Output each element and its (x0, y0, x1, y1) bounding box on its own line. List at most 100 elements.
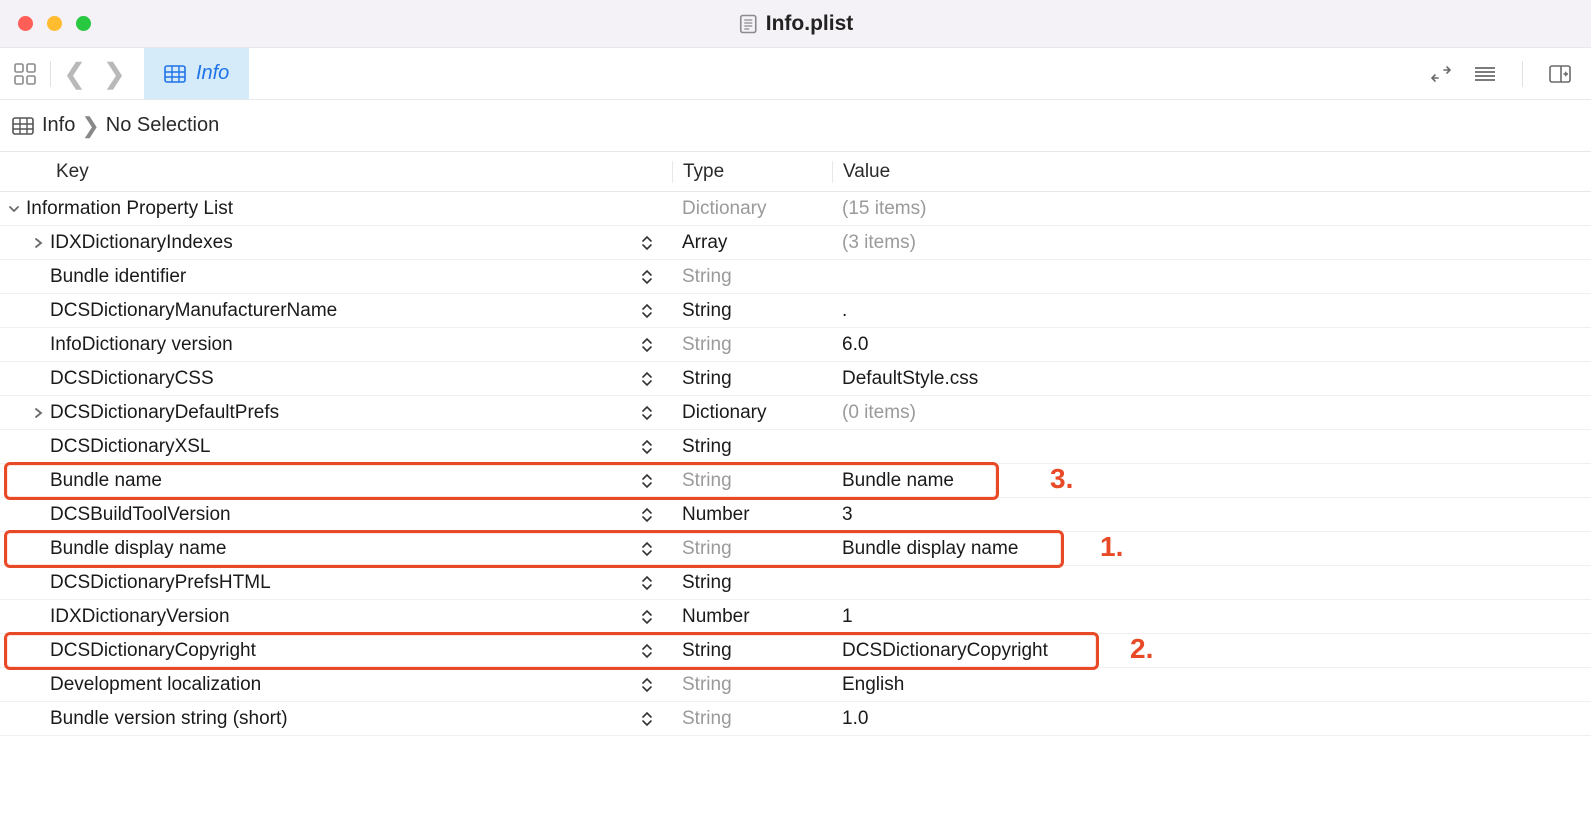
tab-info[interactable]: Info (144, 48, 249, 99)
cell-value[interactable]: (15 items) (832, 198, 1591, 220)
cell-key[interactable]: DCSDictionaryXSL (0, 436, 672, 458)
plist-row[interactable]: DCSDictionaryCSSStringDefaultStyle.css (0, 362, 1591, 396)
cell-key[interactable]: Bundle display name (0, 538, 672, 560)
plist-row[interactable]: DCSDictionaryCopyrightStringDCSDictionar… (0, 634, 1591, 668)
type-stepper-icon[interactable] (638, 674, 656, 696)
breadcrumb-item[interactable]: Info (42, 114, 75, 137)
plist-row[interactable]: Bundle nameStringBundle name (0, 464, 1591, 498)
disclosure-triangle-icon[interactable] (30, 237, 46, 249)
related-items-icon[interactable] (12, 61, 38, 87)
column-header-type[interactable]: Type (672, 161, 832, 183)
cell-type[interactable]: String (672, 300, 832, 322)
cell-type[interactable]: Number (672, 606, 832, 628)
tab-bar-left: ❮ ❯ Info (0, 48, 249, 99)
type-stepper-icon[interactable] (638, 300, 656, 322)
cell-type[interactable]: Number (672, 504, 832, 526)
cell-type[interactable]: String (672, 640, 832, 662)
cell-key[interactable]: DCSDictionaryDefaultPrefs (0, 402, 672, 424)
tab-bar: ❮ ❯ Info (0, 48, 1591, 100)
cell-key[interactable]: DCSDictionaryCopyright (0, 640, 672, 662)
plist-root-row[interactable]: Information Property List Dictionary (15… (0, 192, 1591, 226)
cell-key[interactable]: Development localization (0, 674, 672, 696)
close-button[interactable] (18, 16, 33, 31)
cell-value[interactable]: Bundle name (832, 470, 1591, 492)
disclosure-triangle-icon[interactable] (30, 407, 46, 419)
cell-value[interactable]: 1 (832, 606, 1591, 628)
cell-type[interactable]: Dictionary (672, 198, 832, 220)
type-stepper-icon[interactable] (638, 708, 656, 730)
cell-value[interactable]: (0 items) (832, 402, 1591, 424)
cell-value[interactable]: 3 (832, 504, 1591, 526)
plist-row[interactable]: IDXDictionaryIndexesArray(3 items) (0, 226, 1591, 260)
type-stepper-icon[interactable] (638, 334, 656, 356)
plist-row[interactable]: DCSDictionaryXSLString (0, 430, 1591, 464)
plist-row[interactable]: Bundle display nameStringBundle display … (0, 532, 1591, 566)
plist-row[interactable]: DCSBuildToolVersionNumber3 (0, 498, 1591, 532)
cell-key[interactable]: DCSBuildToolVersion (0, 504, 672, 526)
breadcrumb-item[interactable]: No Selection (106, 114, 219, 137)
type-stepper-icon[interactable] (638, 640, 656, 662)
type-stepper-icon[interactable] (638, 504, 656, 526)
plist-row[interactable]: DCSDictionaryManufacturerNameString. (0, 294, 1591, 328)
code-review-icon[interactable] (1428, 61, 1454, 87)
cell-key[interactable]: IDXDictionaryIndexes (0, 232, 672, 254)
cell-type[interactable]: String (672, 674, 832, 696)
cell-type[interactable]: String (672, 368, 832, 390)
type-stepper-icon[interactable] (638, 436, 656, 458)
cell-key[interactable]: Bundle version string (short) (0, 708, 672, 730)
type-stepper-icon[interactable] (638, 232, 656, 254)
cell-value[interactable]: 6.0 (832, 334, 1591, 356)
plist-row[interactable]: Bundle identifierString (0, 260, 1591, 294)
cell-value[interactable]: 1.0 (832, 708, 1591, 730)
cell-key[interactable]: Information Property List (0, 198, 672, 220)
adjust-lines-icon[interactable] (1472, 61, 1498, 87)
cell-key[interactable]: DCSDictionaryManufacturerName (0, 300, 672, 322)
cell-value[interactable]: Bundle display name (832, 538, 1591, 560)
cell-type[interactable]: String (672, 266, 832, 288)
plist-row[interactable]: IDXDictionaryVersionNumber1 (0, 600, 1591, 634)
cell-key[interactable]: Bundle identifier (0, 266, 672, 288)
type-stepper-icon[interactable] (638, 368, 656, 390)
cell-value[interactable]: DCSDictionaryCopyright (832, 640, 1591, 662)
forward-button[interactable]: ❯ (96, 60, 131, 88)
back-button[interactable]: ❮ (57, 60, 92, 88)
cell-key[interactable]: Bundle name (0, 470, 672, 492)
cell-type[interactable]: String (672, 334, 832, 356)
plist-row[interactable]: DCSDictionaryDefaultPrefsDictionary(0 it… (0, 396, 1591, 430)
plist-row[interactable]: InfoDictionary versionString6.0 (0, 328, 1591, 362)
add-editor-icon[interactable] (1547, 61, 1573, 87)
disclosure-triangle-icon[interactable] (6, 203, 22, 215)
cell-key[interactable]: DCSDictionaryPrefsHTML (0, 572, 672, 594)
cell-type[interactable]: String (672, 572, 832, 594)
plist-row[interactable]: DCSDictionaryPrefsHTMLString (0, 566, 1591, 600)
cell-key[interactable]: DCSDictionaryCSS (0, 368, 672, 390)
type-stepper-icon[interactable] (638, 538, 656, 560)
cell-key[interactable]: InfoDictionary version (0, 334, 672, 356)
key-text: Development localization (50, 674, 261, 696)
zoom-button[interactable] (76, 16, 91, 31)
cell-value[interactable]: . (832, 300, 1591, 322)
type-stepper-icon[interactable] (638, 572, 656, 594)
cell-key[interactable]: IDXDictionaryVersion (0, 606, 672, 628)
cell-value[interactable]: DefaultStyle.css (832, 368, 1591, 390)
cell-type[interactable]: String (672, 436, 832, 458)
cell-type[interactable]: String (672, 708, 832, 730)
history-nav: ❮ ❯ (57, 60, 132, 88)
type-stepper-icon[interactable] (638, 470, 656, 492)
cell-value[interactable]: English (832, 674, 1591, 696)
cell-type[interactable]: String (672, 538, 832, 560)
chevron-right-icon: ❯ (81, 113, 99, 139)
type-stepper-icon[interactable] (638, 606, 656, 628)
type-stepper-icon[interactable] (638, 402, 656, 424)
column-header-value[interactable]: Value (832, 161, 1591, 183)
plist-row[interactable]: Bundle version string (short)String1.0 (0, 702, 1591, 736)
minimize-button[interactable] (47, 16, 62, 31)
cell-type[interactable]: Dictionary (672, 402, 832, 424)
cell-type[interactable]: String (672, 470, 832, 492)
window-controls (0, 16, 91, 31)
cell-type[interactable]: Array (672, 232, 832, 254)
type-stepper-icon[interactable] (638, 266, 656, 288)
cell-value[interactable]: (3 items) (832, 232, 1591, 254)
column-header-key[interactable]: Key (0, 161, 672, 183)
plist-row[interactable]: Development localization StringEnglish (0, 668, 1591, 702)
